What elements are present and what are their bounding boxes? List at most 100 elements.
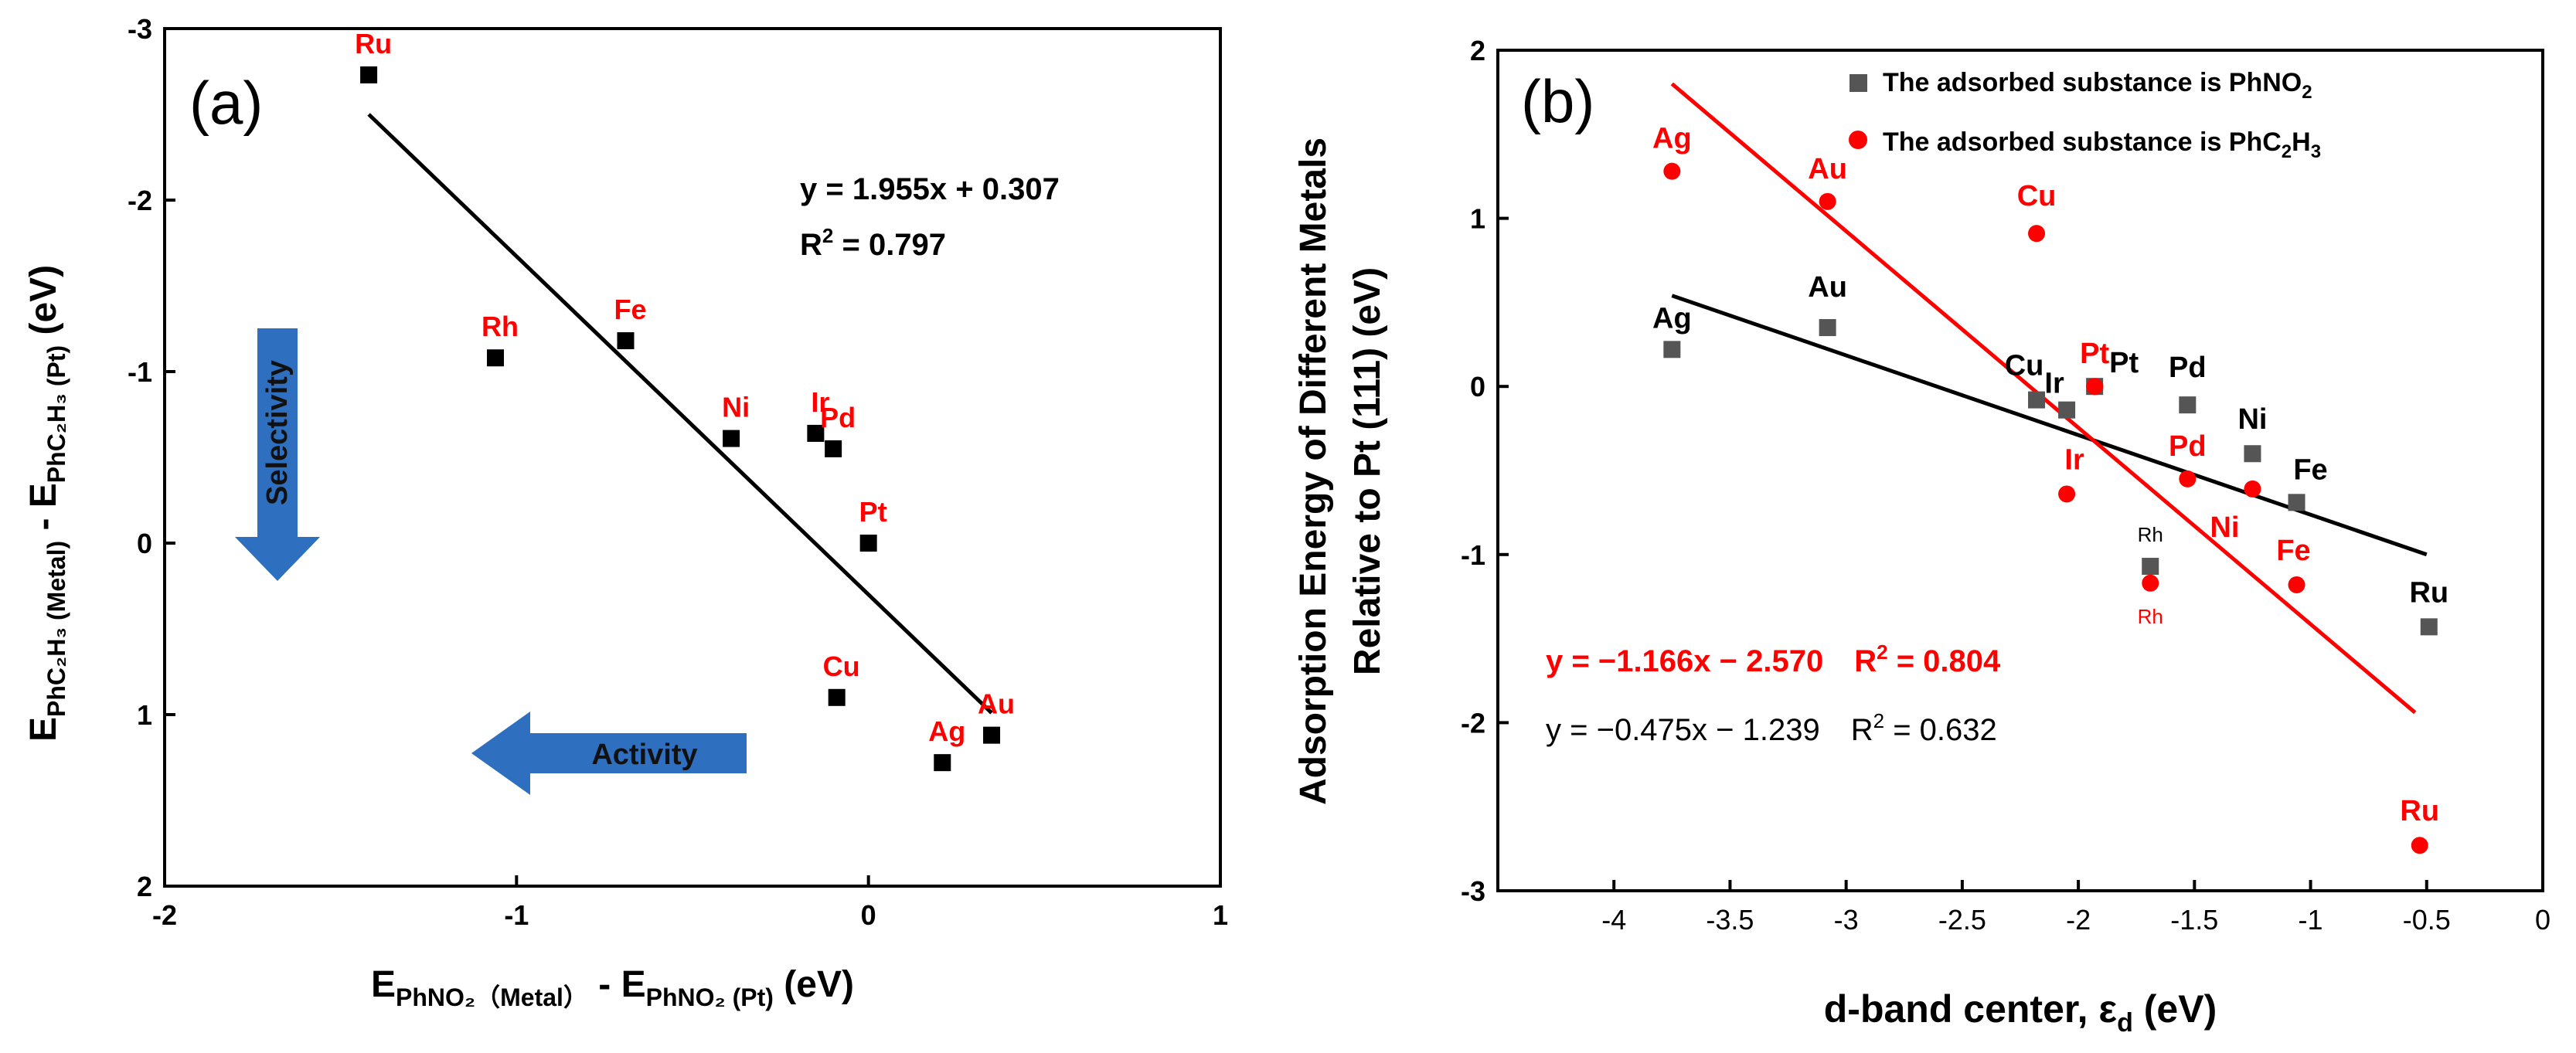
panel-b-point-label-phc2h3-fe: Fe xyxy=(2276,535,2310,567)
panel-a-xlabel: EPhNO₂（Metal） - EPhNO₂ (Pt) (eV) xyxy=(371,964,854,1011)
panel-b-x-tick-label: -4 xyxy=(1601,904,1626,936)
panel-b-point-label-phc2h3-ag: Ag xyxy=(1652,123,1692,155)
panel-b-x-tick-label: -2 xyxy=(2066,904,2091,936)
panel-b-equation-phc2h3: y = −1.166x − 2.570 R2 = 0.804 xyxy=(1546,640,2001,678)
panel-b-point-label-phc2h3-ru: Ru xyxy=(2400,795,2439,827)
panel-a-ylabel: EPhC₂H₃ (Metal) - EPhC₂H₃ (Pt) (eV) xyxy=(23,265,70,742)
panel-a-point-au xyxy=(983,726,1001,744)
panel-a-r2-prefix: R xyxy=(800,228,822,262)
panel-a-point-pd xyxy=(825,440,842,457)
panel-b-y-tick-label: 1 xyxy=(1470,203,1485,235)
panel-a-point-ni xyxy=(723,430,740,447)
panel-a-x-tick-label: 1 xyxy=(1213,899,1228,931)
panel-b-point-label-phc2h3-cu: Cu xyxy=(2017,180,2057,212)
panel-b-point-phc2h3-pt xyxy=(2086,378,2104,396)
panel-b-point-label-phno2-pd: Pd xyxy=(2169,352,2207,384)
panel-b-point-label-phno2-au: Au xyxy=(1808,271,1847,304)
panel-a-y-tick-label: -1 xyxy=(128,356,152,388)
panel-a-point-label-ag: Ag xyxy=(928,715,965,747)
panel-a-r2-value: = 0.797 xyxy=(833,228,946,262)
panel-b-point-phno2-ru xyxy=(2420,618,2438,636)
panel-b-point-phno2-au xyxy=(1819,319,1836,337)
panel-a-r2: R2 = 0.797 xyxy=(800,224,946,262)
panel-b-legend: The adsorbed substance is PhNO2 The adso… xyxy=(1849,68,2321,162)
panel-a-point-label-cu: Cu xyxy=(823,650,860,682)
panel-b-point-phc2h3-pd xyxy=(2179,470,2197,487)
panel-b-xlabel: d-band center, εd (eV) xyxy=(1824,987,2217,1038)
panel-b-point-phc2h3-rh xyxy=(2142,574,2159,592)
panel-b-point-phc2h3-cu xyxy=(2028,225,2046,243)
panel-a-y-tick-label: 2 xyxy=(137,871,152,902)
panel-b-point-label-phno2-ag: Ag xyxy=(1652,302,1692,335)
panel-a-label: (a) xyxy=(189,69,263,137)
panel-b-point-label-phno2-cu: Cu xyxy=(2005,350,2044,382)
panel-b-ylabel-line2: Relative to Pt (111) (eV) xyxy=(1347,267,1388,675)
panel-a-y-tick-label: -2 xyxy=(128,185,152,216)
panel-a-point-label-rh: Rh xyxy=(482,311,519,342)
panel-b-point-phc2h3-ni xyxy=(2244,480,2261,498)
panel-a-point-cu xyxy=(828,688,846,706)
legend-marker-phc2h3 xyxy=(1849,131,1867,149)
panel-a-point-ru xyxy=(360,66,378,83)
panel-b-point-phc2h3-ag xyxy=(1663,162,1681,180)
panel-a-point-label-pt: Pt xyxy=(859,496,887,528)
panel-b-point-phno2-pd xyxy=(2179,396,2197,414)
panel-a-point-ir xyxy=(807,424,825,442)
panel-a-fit-line xyxy=(367,113,993,715)
panel-b-point-label-phc2h3-rh: Rh xyxy=(2138,605,2163,628)
panel-b-x-ticks: -4 -3.5 -3 -2.5 -2 -1.5 -1 -0.5 0 xyxy=(1601,880,2550,936)
panel-b-point-phno2-ir xyxy=(2058,401,2076,419)
panel-b-x-tick-label: -2.5 xyxy=(1938,904,1986,936)
panel-a-equation: y = 1.955x + 0.307 xyxy=(800,172,1060,206)
panel-a-y-ticks: -3 -2 -1 0 1 2 xyxy=(128,13,175,902)
panel-a-point-label-fe: Fe xyxy=(614,294,646,325)
panel-b-x-tick-label: -3.5 xyxy=(1706,904,1754,936)
panel-a-y-tick-label: 1 xyxy=(137,699,152,731)
panel-b-point-label-phno2-pt: Pt xyxy=(2109,347,2139,379)
panel-b-point-label-phno2-fe: Fe xyxy=(2293,453,2327,486)
panel-b-label: (b) xyxy=(1521,67,1594,135)
panel-b-point-label-phno2-ir: Ir xyxy=(2044,368,2064,400)
panel-b-x-tick-label: -0.5 xyxy=(2403,904,2451,936)
panel-b-y-tick-label: -3 xyxy=(1461,875,1485,907)
activity-arrow: Activity xyxy=(471,712,747,795)
panel-b-point-label-phc2h3-pt: Pt xyxy=(2080,338,2109,370)
selectivity-arrow: Selectivity xyxy=(235,328,320,581)
panel-a-x-tick-label: 0 xyxy=(861,899,876,931)
panel-b-ylabel-line1: Adsorption Energy of Different Metals xyxy=(1293,138,1334,805)
panel-a-point-label-ru: Ru xyxy=(355,28,392,59)
panel-b-fit-line-phno2 xyxy=(1671,294,2428,557)
panel-a-point-label-ir: Ir xyxy=(811,386,829,418)
panel-b-y-tick-label: 2 xyxy=(1470,35,1485,66)
panel-b-x-tick-label: -3 xyxy=(1834,904,1859,936)
legend-label-phc2h3: The adsorbed substance is PhC2H3 xyxy=(1883,127,2321,162)
panel-b-x-tick-label: -1.5 xyxy=(2170,904,2218,936)
panel-b-y-tick-label: -1 xyxy=(1461,539,1485,571)
panel-b-plot-frame xyxy=(1496,49,2544,892)
panel-a-point-label-ni: Ni xyxy=(722,392,750,423)
panel-a-x-tick-label: -1 xyxy=(504,899,529,931)
panel-b-point-phno2-ag xyxy=(1663,341,1681,358)
panel-b-point-phc2h3-ru xyxy=(2411,837,2428,854)
panel-b-equation-phno2: y = −0.475x − 1.239 R2 = 0.632 xyxy=(1546,709,1997,747)
panel-b-y-ticks: -3 -2 -1 0 1 2 xyxy=(1461,35,1509,907)
panel-a-point-fe xyxy=(617,332,635,350)
panel-b-point-phc2h3-au xyxy=(1819,192,1836,210)
panel-a-point-ag xyxy=(934,754,951,772)
panel-b-point-label-phno2-ru: Ru xyxy=(2409,576,2448,609)
panel-b-y-tick-label: 0 xyxy=(1470,371,1485,403)
panel-b-point-phc2h3-ir xyxy=(2058,485,2076,503)
panel-b-point-label-phno2-ni: Ni xyxy=(2237,403,2267,436)
panel-b-point-phno2-fe xyxy=(2288,494,2305,511)
panel-a-point-label-pd: Pd xyxy=(820,402,856,433)
panel-b-x-tick-label: 0 xyxy=(2535,904,2550,936)
panel-a-point-label-au: Au xyxy=(978,688,1015,720)
panel-b-point-label-phc2h3-ni: Ni xyxy=(2210,511,2239,544)
panel-b-point-label-phc2h3-ir: Ir xyxy=(2064,443,2084,476)
panel-a-plot-frame xyxy=(163,27,1222,888)
panel-b-point-phno2-rh xyxy=(2142,558,2159,576)
